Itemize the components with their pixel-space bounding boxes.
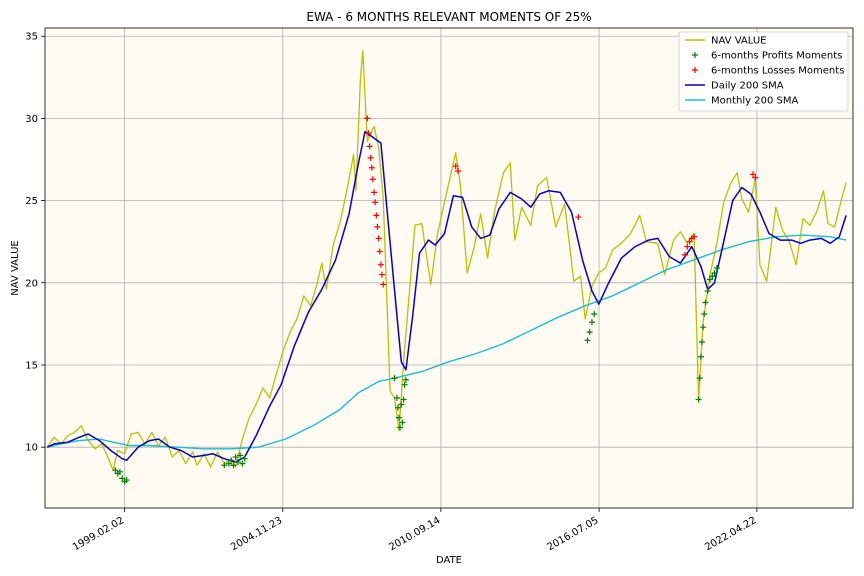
legend-swatch	[692, 52, 698, 58]
legend-label: Monthly 200 SMA	[711, 96, 798, 107]
nav-line	[46, 50, 847, 471]
losses-marker	[373, 212, 380, 219]
legend-box	[678, 31, 849, 112]
losses-marker	[750, 171, 757, 178]
losses-marker	[372, 199, 379, 206]
losses-marker	[366, 143, 373, 150]
legend-label: 6-months Profits Moments	[711, 51, 842, 62]
profits-marker	[588, 319, 595, 326]
losses-marker	[368, 164, 375, 171]
profits-marker	[696, 375, 703, 382]
profits-marker	[695, 396, 702, 403]
daily-sma-line	[46, 130, 847, 463]
profits-marker	[221, 462, 228, 469]
profits-marker	[584, 337, 591, 344]
profits-marker	[396, 414, 403, 421]
losses-marker	[380, 281, 387, 288]
profits-marker	[713, 265, 720, 271]
legend-label: NAV VALUE	[711, 36, 766, 47]
profits-marker	[700, 324, 707, 331]
losses-marker	[454, 168, 461, 175]
monthly-sma-line	[47, 234, 847, 450]
y-axis: 10 15 20 25 30 35	[25, 32, 45, 454]
grid	[45, 28, 853, 508]
profits-marker	[391, 375, 398, 382]
losses-marker	[686, 238, 693, 245]
losses-marker	[691, 233, 698, 240]
losses-marker	[365, 130, 372, 137]
profits-marker	[698, 338, 705, 345]
losses-marker	[684, 243, 691, 250]
losses-marker	[367, 154, 374, 161]
losses-marker	[452, 163, 459, 170]
profits-marker	[397, 424, 404, 431]
y-tick-label: 25	[25, 196, 38, 207]
y-tick-label: 30	[25, 114, 38, 125]
losses-marker	[374, 223, 381, 230]
profits-marker	[402, 376, 409, 383]
losses-marker	[375, 235, 382, 242]
profits-marker	[239, 460, 246, 467]
legend-label: Daily 200 SMA	[711, 81, 784, 92]
profits-marker	[586, 329, 593, 336]
profits-marker	[711, 269, 718, 276]
profits-marker	[591, 311, 598, 318]
profits-marker	[398, 401, 405, 408]
profits-marker	[116, 468, 123, 475]
legend-swatch	[692, 67, 698, 73]
profits-marker	[225, 460, 232, 467]
losses-marker	[377, 261, 384, 268]
y-tick-label: 35	[25, 32, 38, 43]
profits-marker	[704, 288, 711, 295]
profits-marker	[123, 477, 130, 484]
losses-marker	[752, 174, 759, 181]
profits-marker	[112, 467, 119, 474]
profits-marker	[232, 454, 239, 461]
profits-marker	[701, 311, 708, 318]
profits-marker	[697, 353, 704, 360]
x-axis-label: DATE	[436, 555, 462, 566]
y-tick-label: 10	[25, 443, 38, 454]
losses-marker	[371, 189, 378, 196]
chart-title: EWA - 6 MONTHS RELEVANT MOMENTS OF 25%	[306, 10, 591, 24]
y-tick-label: 15	[25, 360, 38, 371]
profits-markers	[112, 265, 720, 485]
losses-marker	[378, 271, 385, 278]
losses-markers	[364, 115, 759, 288]
plot-frame	[44, 27, 854, 509]
losses-marker	[376, 248, 383, 255]
profits-marker	[702, 299, 709, 306]
profits-marker	[230, 462, 237, 469]
series-layer	[46, 50, 847, 485]
legend: NAV VALUE 6-months Profits Moments 6-month…	[678, 31, 849, 112]
profits-marker	[399, 419, 406, 426]
profits-marker	[237, 452, 244, 459]
losses-marker	[369, 176, 376, 183]
profits-marker	[234, 458, 241, 465]
profits-marker	[401, 381, 408, 388]
profits-marker	[400, 396, 407, 403]
legend-label: 6-months Losses Moments	[711, 66, 844, 77]
losses-marker	[364, 115, 371, 122]
profits-marker	[709, 273, 716, 280]
y-axis-label: NAV VALUE	[10, 240, 21, 295]
profits-marker	[119, 475, 126, 482]
profits-marker	[394, 404, 401, 411]
losses-marker	[682, 251, 689, 258]
y-tick-label: 20	[25, 278, 38, 289]
profits-marker	[393, 394, 400, 401]
losses-marker	[575, 214, 582, 221]
profits-marker	[228, 457, 235, 464]
profits-marker	[241, 455, 248, 462]
profits-marker	[706, 276, 713, 283]
